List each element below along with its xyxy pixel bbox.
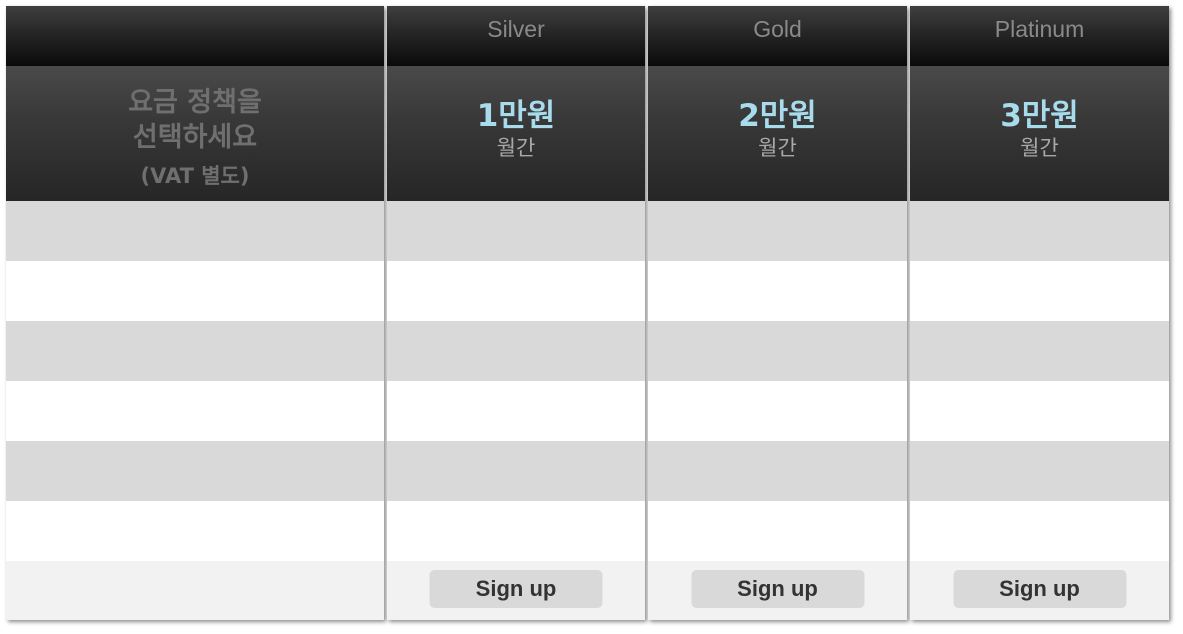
feature-row bbox=[387, 381, 645, 441]
plan-header: Platinum bbox=[910, 6, 1169, 66]
feature-label-column: 요금 정책을 선택하세요 (VAT 별도) bbox=[6, 6, 384, 620]
plan-header: Gold bbox=[648, 6, 907, 66]
vat-note: (VAT 별도) bbox=[140, 164, 250, 188]
feature-row bbox=[648, 501, 907, 561]
feature-row bbox=[387, 501, 645, 561]
plan-price: 2만원 bbox=[738, 98, 817, 134]
plan-period: 월간 bbox=[1020, 136, 1059, 160]
feature-row bbox=[6, 501, 384, 561]
signup-button-gold[interactable]: Sign up bbox=[691, 570, 864, 608]
signup-button-platinum[interactable]: Sign up bbox=[953, 570, 1126, 608]
plan-period: 월간 bbox=[496, 136, 536, 160]
feature-row bbox=[387, 321, 645, 381]
feature-row bbox=[910, 321, 1169, 381]
feature-row bbox=[910, 261, 1169, 321]
plan-price: 1만원 bbox=[476, 98, 556, 134]
feature-row bbox=[6, 441, 384, 501]
plan-price-cell: 2만원 월간 bbox=[648, 66, 907, 201]
plan-name: Gold bbox=[753, 16, 802, 42]
plan-name: Platinum bbox=[994, 16, 1085, 42]
feature-row bbox=[910, 441, 1169, 501]
intro-line-2: 선택하세요 bbox=[132, 122, 258, 153]
plan-price-cell: 3만원 월간 bbox=[910, 66, 1169, 201]
label-column-header bbox=[6, 6, 384, 66]
feature-row bbox=[6, 321, 384, 381]
feature-row bbox=[6, 201, 384, 261]
feature-row bbox=[910, 381, 1169, 441]
plan-price-cell: 1만원 월간 bbox=[387, 66, 645, 201]
feature-row bbox=[387, 261, 645, 321]
feature-row bbox=[910, 501, 1169, 561]
feature-row bbox=[6, 381, 384, 441]
plan-footer: Sign up bbox=[387, 561, 645, 620]
feature-row bbox=[648, 381, 907, 441]
signup-button-silver[interactable]: Sign up bbox=[429, 570, 603, 608]
plan-column-silver: Silver 1만원 월간 Sign up bbox=[387, 6, 645, 620]
plan-price: 3만원 bbox=[1000, 98, 1079, 134]
intro-line-1: 요금 정책을 bbox=[128, 87, 262, 118]
plan-footer: Sign up bbox=[910, 561, 1169, 620]
feature-row bbox=[387, 201, 645, 261]
feature-row bbox=[387, 441, 645, 501]
plan-column-platinum: Platinum 3만원 월간 Sign up bbox=[910, 6, 1169, 620]
feature-row bbox=[648, 261, 907, 321]
feature-row bbox=[910, 201, 1169, 261]
feature-row bbox=[648, 321, 907, 381]
intro-cell: 요금 정책을 선택하세요 (VAT 별도) bbox=[6, 66, 384, 201]
feature-row bbox=[648, 201, 907, 261]
plan-name: Silver bbox=[487, 16, 545, 42]
label-column-footer bbox=[6, 561, 384, 620]
plan-header: Silver bbox=[387, 6, 645, 66]
feature-row bbox=[648, 441, 907, 501]
plan-period: 월간 bbox=[758, 136, 797, 160]
feature-row bbox=[6, 261, 384, 321]
plan-column-gold: Gold 2만원 월간 Sign up bbox=[648, 6, 907, 620]
plan-footer: Sign up bbox=[648, 561, 907, 620]
